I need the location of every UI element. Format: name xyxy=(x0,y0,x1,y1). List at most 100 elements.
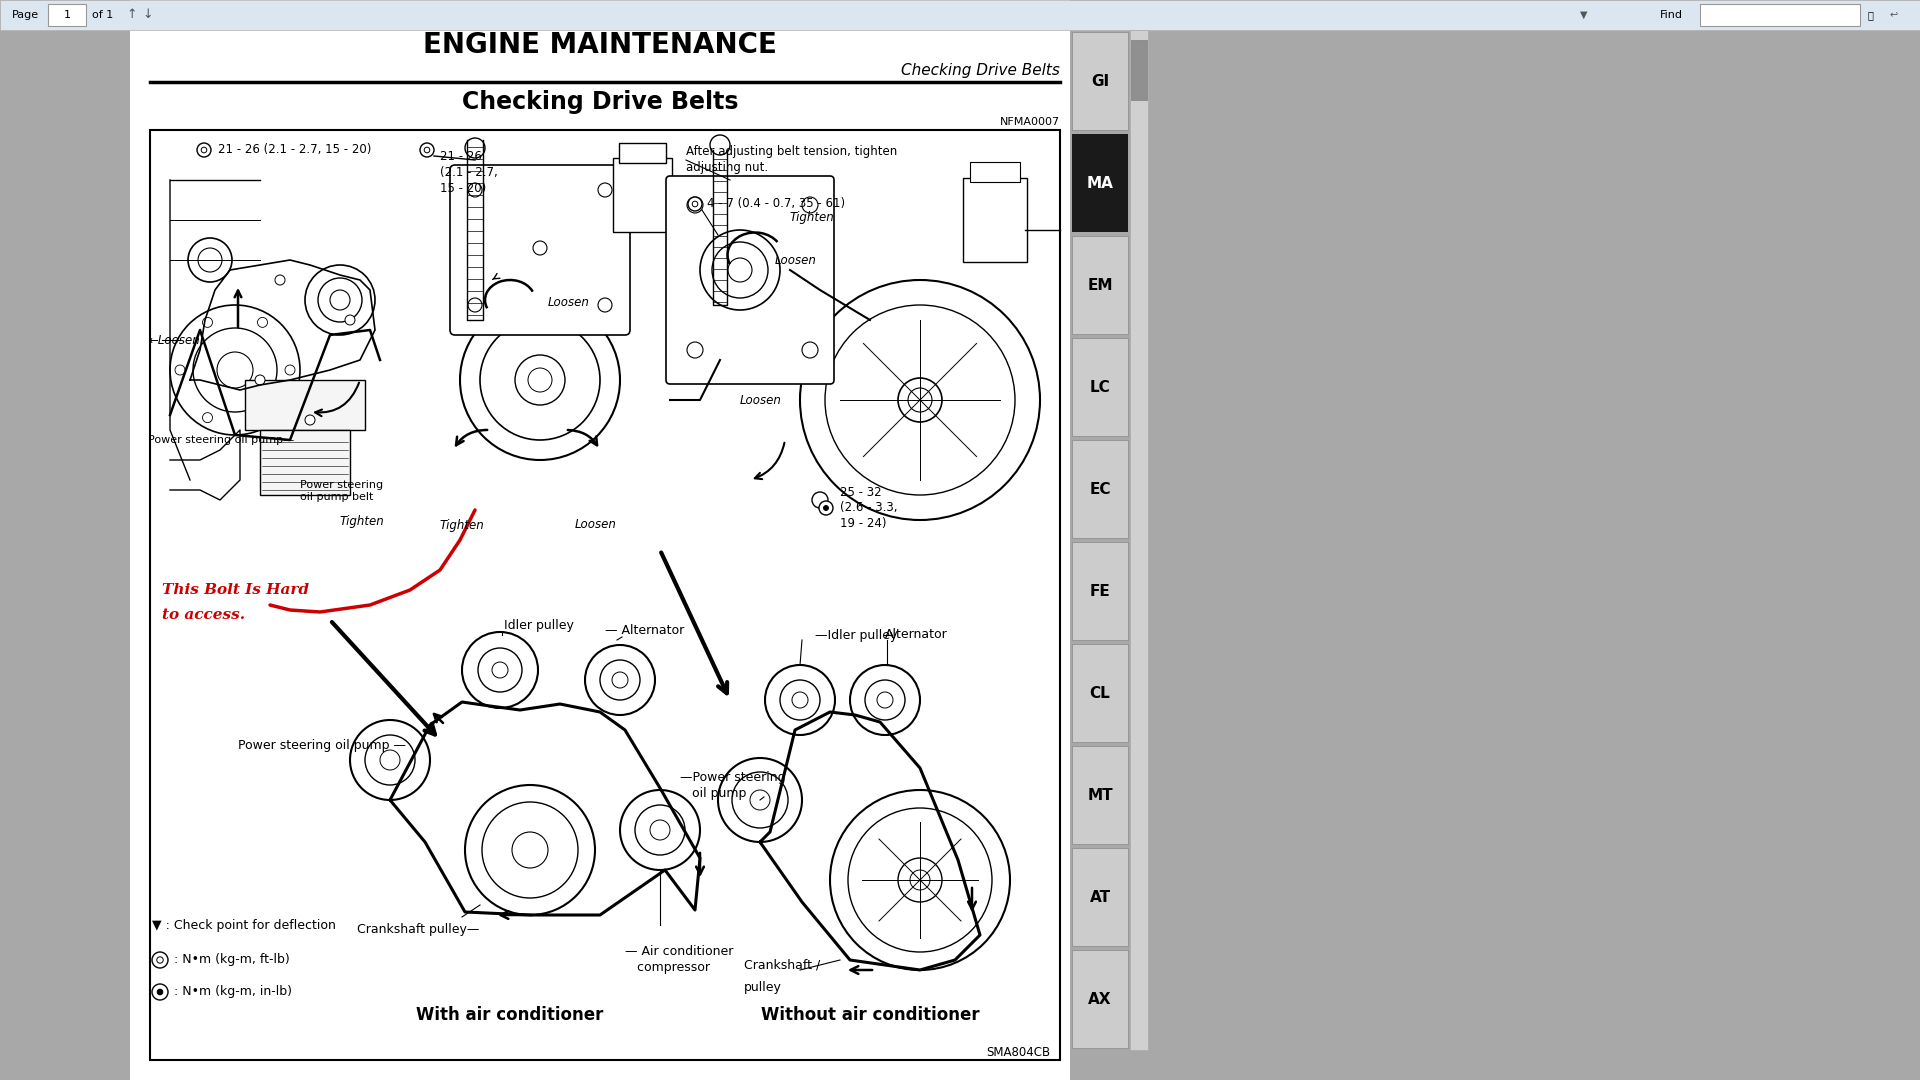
Circle shape xyxy=(202,413,213,422)
Text: —Power steering
   oil pump: —Power steering oil pump xyxy=(680,770,785,799)
Bar xyxy=(1071,134,1129,232)
Circle shape xyxy=(791,692,808,708)
Circle shape xyxy=(586,645,655,715)
Circle shape xyxy=(851,665,920,735)
Text: CL: CL xyxy=(1091,686,1110,701)
Circle shape xyxy=(480,320,599,440)
Text: ENGINE MAINTENANCE: ENGINE MAINTENANCE xyxy=(422,31,778,59)
Text: Loosen: Loosen xyxy=(547,296,589,309)
Circle shape xyxy=(534,241,547,255)
Text: GI: GI xyxy=(1091,73,1110,89)
Circle shape xyxy=(687,342,703,357)
Bar xyxy=(0,0,1920,30)
Bar xyxy=(1071,440,1129,538)
Circle shape xyxy=(424,147,430,152)
Circle shape xyxy=(380,750,399,770)
Circle shape xyxy=(175,365,184,375)
Text: 🔍: 🔍 xyxy=(1866,10,1872,21)
Circle shape xyxy=(908,388,931,411)
Circle shape xyxy=(866,680,904,720)
Circle shape xyxy=(780,680,820,720)
FancyBboxPatch shape xyxy=(246,380,365,430)
Text: FE: FE xyxy=(1091,583,1110,598)
Circle shape xyxy=(305,265,374,335)
Circle shape xyxy=(513,832,547,868)
Circle shape xyxy=(330,291,349,310)
Circle shape xyxy=(803,342,818,357)
Bar xyxy=(1699,4,1860,26)
Bar xyxy=(1071,950,1129,1048)
Text: Power steering oil pump —: Power steering oil pump — xyxy=(238,739,405,752)
Text: 1: 1 xyxy=(63,10,71,21)
Bar xyxy=(1071,848,1129,946)
Circle shape xyxy=(636,805,685,855)
Bar xyxy=(150,130,1060,1059)
Text: Page: Page xyxy=(12,10,38,21)
Bar xyxy=(48,4,86,26)
Circle shape xyxy=(257,318,267,327)
Text: Loosen: Loosen xyxy=(739,393,781,406)
Text: After adjusting belt tension, tighten
adjusting nut.: After adjusting belt tension, tighten ad… xyxy=(685,145,897,174)
Text: Loosen: Loosen xyxy=(776,254,816,267)
Bar xyxy=(1131,30,1148,1050)
Text: AX: AX xyxy=(1089,991,1112,1007)
Bar xyxy=(131,0,1069,1080)
Text: This Bolt Is Hard: This Bolt Is Hard xyxy=(161,583,309,597)
Text: Crankshaft /: Crankshaft / xyxy=(745,959,820,972)
Circle shape xyxy=(468,298,482,312)
Text: ←Loosen: ←Loosen xyxy=(148,334,200,347)
Circle shape xyxy=(349,720,430,800)
Circle shape xyxy=(612,672,628,688)
Circle shape xyxy=(188,238,232,282)
Text: With air conditioner: With air conditioner xyxy=(417,1005,603,1024)
Text: Tighten: Tighten xyxy=(340,515,384,528)
Text: MA: MA xyxy=(1087,175,1114,190)
Text: to access.: to access. xyxy=(161,608,246,622)
Bar xyxy=(1071,338,1129,436)
Bar xyxy=(1131,40,1146,100)
Circle shape xyxy=(284,365,296,375)
Text: ↩: ↩ xyxy=(1889,10,1899,21)
FancyBboxPatch shape xyxy=(964,178,1027,262)
Circle shape xyxy=(468,183,482,197)
Circle shape xyxy=(829,789,1010,970)
Text: Idler pulley: Idler pulley xyxy=(503,619,574,632)
Text: Crankshaft pulley—: Crankshaft pulley— xyxy=(357,923,480,936)
Text: Checking Drive Belts: Checking Drive Belts xyxy=(900,63,1060,78)
Circle shape xyxy=(198,248,223,272)
Text: ↓: ↓ xyxy=(142,9,154,22)
Circle shape xyxy=(346,315,355,325)
Text: pulley: pulley xyxy=(745,981,781,994)
Text: —Idler pulley: —Idler pulley xyxy=(814,629,897,642)
Circle shape xyxy=(463,632,538,708)
Circle shape xyxy=(194,328,276,411)
FancyBboxPatch shape xyxy=(618,143,666,163)
Circle shape xyxy=(899,858,943,902)
Circle shape xyxy=(877,692,893,708)
Circle shape xyxy=(751,789,770,810)
Circle shape xyxy=(712,242,768,298)
Circle shape xyxy=(152,951,169,968)
Text: 21 - 26
(2.1 - 2.7,
15 - 20): 21 - 26 (2.1 - 2.7, 15 - 20) xyxy=(440,150,497,195)
Circle shape xyxy=(152,984,169,1000)
Text: SMA804CB: SMA804CB xyxy=(985,1045,1050,1058)
Circle shape xyxy=(820,501,833,515)
Circle shape xyxy=(478,648,522,692)
Circle shape xyxy=(492,662,509,678)
FancyBboxPatch shape xyxy=(449,165,630,335)
Circle shape xyxy=(687,197,703,213)
Bar xyxy=(1069,0,1920,1080)
FancyBboxPatch shape xyxy=(259,430,349,495)
Text: NFMA0007: NFMA0007 xyxy=(1000,117,1060,127)
Circle shape xyxy=(305,415,315,426)
Text: — Alternator: — Alternator xyxy=(605,623,684,636)
Circle shape xyxy=(528,368,553,392)
Circle shape xyxy=(710,135,730,156)
Circle shape xyxy=(275,275,284,285)
Text: Power steering oil pump—: Power steering oil pump— xyxy=(148,435,294,445)
Circle shape xyxy=(465,138,486,158)
Circle shape xyxy=(651,820,670,840)
Bar xyxy=(1071,644,1129,742)
Circle shape xyxy=(599,660,639,700)
Circle shape xyxy=(202,147,207,152)
